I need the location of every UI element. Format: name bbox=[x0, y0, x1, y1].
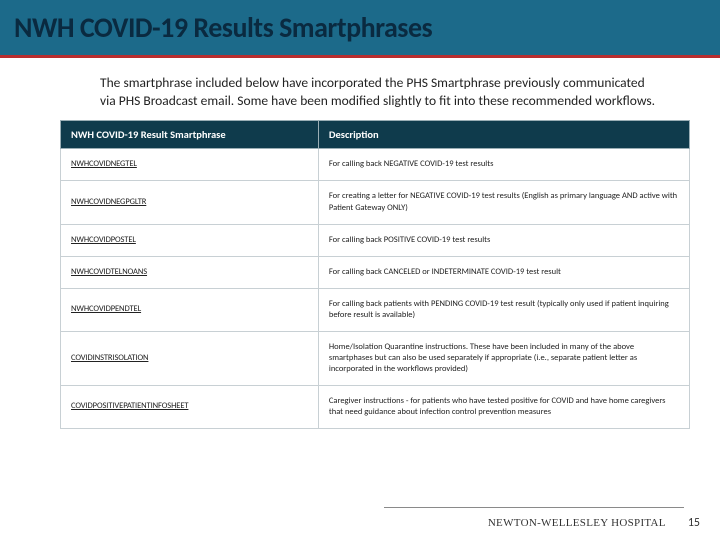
smartphrase-description: For creating a letter for NEGATIVE COVID… bbox=[318, 181, 689, 224]
smartphrase-name: NWHCOVIDNEGPGLTR bbox=[61, 181, 319, 224]
smartphrase-description: For calling back CANCELED or INDETERMINA… bbox=[318, 256, 689, 288]
table-row: NWHCOVIDPOSTELFor calling back POSITIVE … bbox=[61, 224, 690, 256]
intro-paragraph: The smartphrase included below have inco… bbox=[0, 58, 720, 120]
smartphrase-name: NWHCOVIDPOSTEL bbox=[61, 224, 319, 256]
smartphrase-description: For calling back POSITIVE COVID-19 test … bbox=[318, 224, 689, 256]
smartphrase-table-wrap: NWH COVID-19 Result Smartphrase Descript… bbox=[0, 120, 720, 429]
page-title: NWH COVID-19 Results Smartphrases bbox=[14, 10, 432, 45]
smartphrase-description: For calling back NEGATIVE COVID-19 test … bbox=[318, 149, 689, 181]
smartphrase-name: NWHCOVIDNEGTEL bbox=[61, 149, 319, 181]
smartphrase-description: Home/Isolation Quarantine instructions. … bbox=[318, 331, 689, 385]
column-header-name: NWH COVID-19 Result Smartphrase bbox=[61, 121, 319, 149]
footer-divider bbox=[384, 507, 684, 508]
table-row: COVIDPOSITIVEPATIENTINFOSHEETCaregiver i… bbox=[61, 385, 690, 428]
smartphrase-name: COVIDPOSITIVEPATIENTINFOSHEET bbox=[61, 385, 319, 428]
table-row: NWHCOVIDNEGTELFor calling back NEGATIVE … bbox=[61, 149, 690, 181]
table-row: NWHCOVIDTELNOANSFor calling back CANCELE… bbox=[61, 256, 690, 288]
table-row: NWHCOVIDPENDTELFor calling back patients… bbox=[61, 288, 690, 331]
smartphrase-name: NWHCOVIDPENDTEL bbox=[61, 288, 319, 331]
slide-header: NWH COVID-19 Results Smartphrases bbox=[0, 0, 720, 58]
smartphrase-name: COVIDINSTRISOLATION bbox=[61, 331, 319, 385]
column-header-desc: Description bbox=[318, 121, 689, 149]
smartphrase-description: Caregiver instructions - for patients wh… bbox=[318, 385, 689, 428]
table-row: NWHCOVIDNEGPGLTRFor creating a letter fo… bbox=[61, 181, 690, 224]
smartphrase-name: NWHCOVIDTELNOANS bbox=[61, 256, 319, 288]
table-row: COVIDINSTRISOLATIONHome/Isolation Quaran… bbox=[61, 331, 690, 385]
slide-footer: NEWTON-WELLESLEY HOSPITAL 15 bbox=[488, 516, 700, 530]
smartphrase-description: For calling back patients with PENDING C… bbox=[318, 288, 689, 331]
smartphrase-table: NWH COVID-19 Result Smartphrase Descript… bbox=[60, 120, 690, 429]
page-number: 15 bbox=[688, 516, 700, 530]
hospital-name: NEWTON-WELLESLEY HOSPITAL bbox=[488, 517, 666, 529]
